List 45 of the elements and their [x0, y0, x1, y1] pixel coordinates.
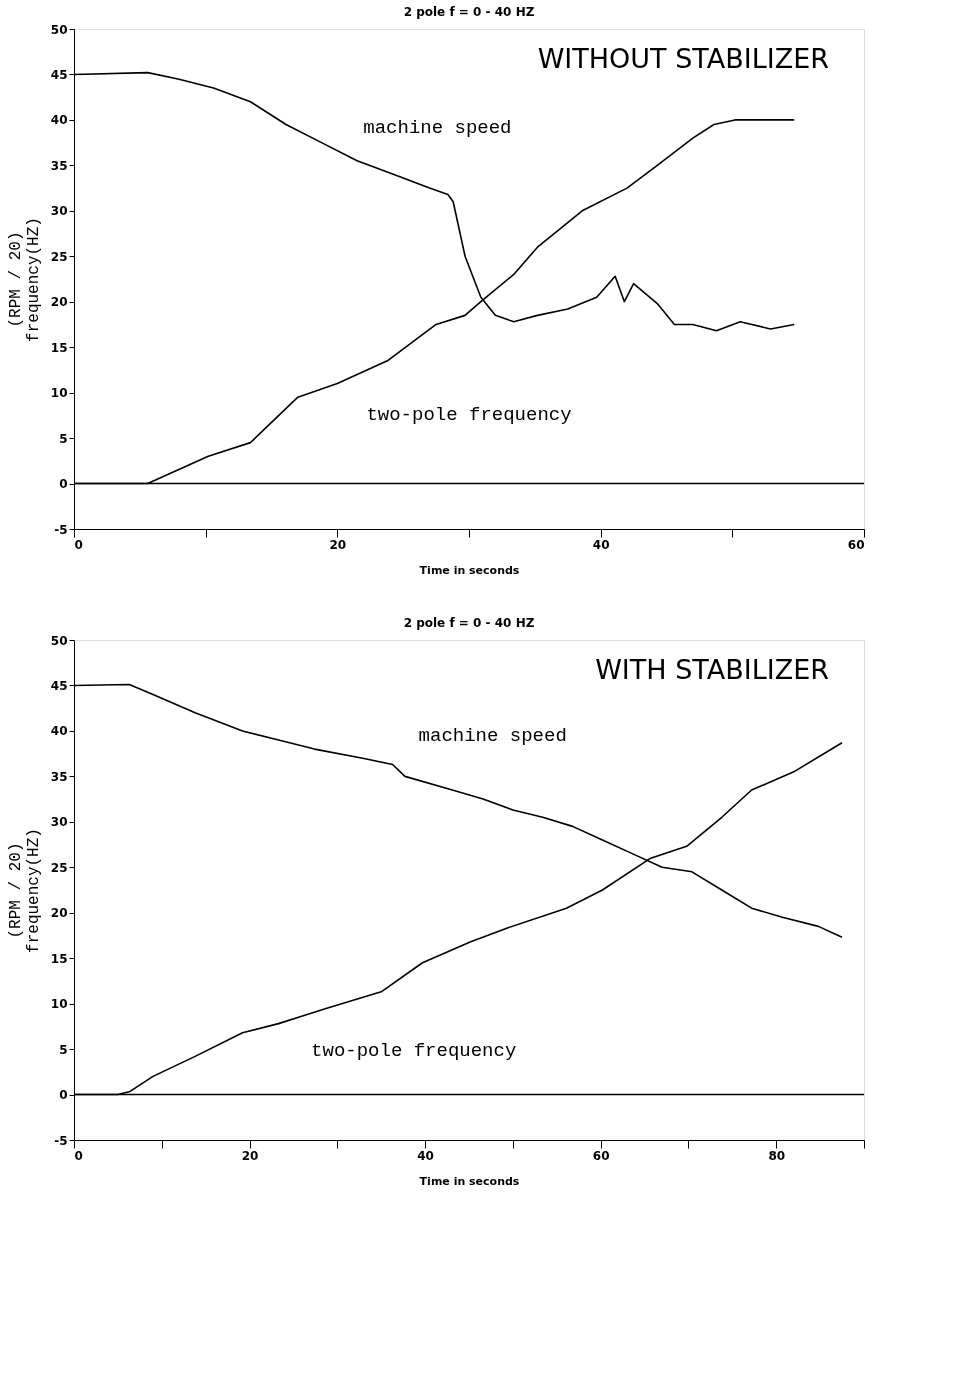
y-tick-label: 0	[59, 477, 68, 492]
x-tick-label: 20	[329, 537, 347, 552]
x-tick-label: 0	[74, 537, 83, 552]
x-tick-label: 40	[417, 1148, 434, 1163]
y-tick-label: 25	[50, 249, 68, 264]
annotation: WITHOUT STABILIZER	[537, 43, 829, 74]
x-axis-title: Time in seconds	[419, 1174, 520, 1188]
y-tick-label: -5	[54, 522, 68, 537]
y-tick-label: 30	[50, 815, 68, 830]
chart-title: 2 pole f = 0 - 40 HZ	[403, 5, 535, 19]
x-axis-title: Time in seconds	[419, 563, 520, 577]
y-tick-label: 30	[50, 204, 68, 219]
series-label: two-pole frequency	[366, 404, 572, 426]
y-tick-label: 10	[50, 997, 68, 1012]
y-tick-label: 15	[50, 340, 68, 355]
y-tick-label: 45	[50, 678, 68, 693]
y-tick-label: -5	[54, 1133, 68, 1148]
y-axis-title: (RPM / 20) frequency(HZ)	[6, 217, 43, 342]
y-tick-label: 45	[50, 67, 68, 82]
y-tick-label: 10	[50, 386, 68, 401]
series-label: machine speed	[363, 116, 512, 139]
y-tick-label: 25	[50, 860, 68, 875]
x-tick-label: 80	[768, 1148, 786, 1163]
y-tick-label: 15	[50, 951, 68, 966]
x-tick-label: 60	[847, 537, 865, 552]
y-axis-title: (RPM / 20) frequency(HZ)	[6, 828, 43, 953]
y-tick-label: 35	[50, 769, 68, 784]
annotation: WITH STABILIZER	[595, 654, 829, 685]
y-tick-label: 50	[50, 22, 68, 37]
x-tick-label: 0	[74, 1148, 83, 1163]
chart-title: 2 pole f = 0 - 40 HZ	[403, 616, 535, 630]
y-tick-label: 40	[50, 724, 68, 739]
x-tick-label: 40	[592, 537, 610, 552]
x-tick-label: 60	[592, 1148, 610, 1163]
y-tick-label: 0	[59, 1088, 68, 1103]
y-tick-label: 5	[59, 1042, 68, 1057]
y-tick-label: 40	[50, 113, 68, 128]
y-tick-label: 50	[50, 633, 68, 648]
y-tick-label: 20	[50, 906, 68, 921]
x-tick-label: 20	[241, 1148, 259, 1163]
y-tick-label: 35	[50, 158, 68, 173]
y-tick-label: 5	[59, 431, 68, 446]
y-tick-label: 20	[50, 295, 68, 310]
series-label: machine speed	[418, 725, 567, 747]
series-label: two-pole frequency	[311, 1040, 517, 1062]
